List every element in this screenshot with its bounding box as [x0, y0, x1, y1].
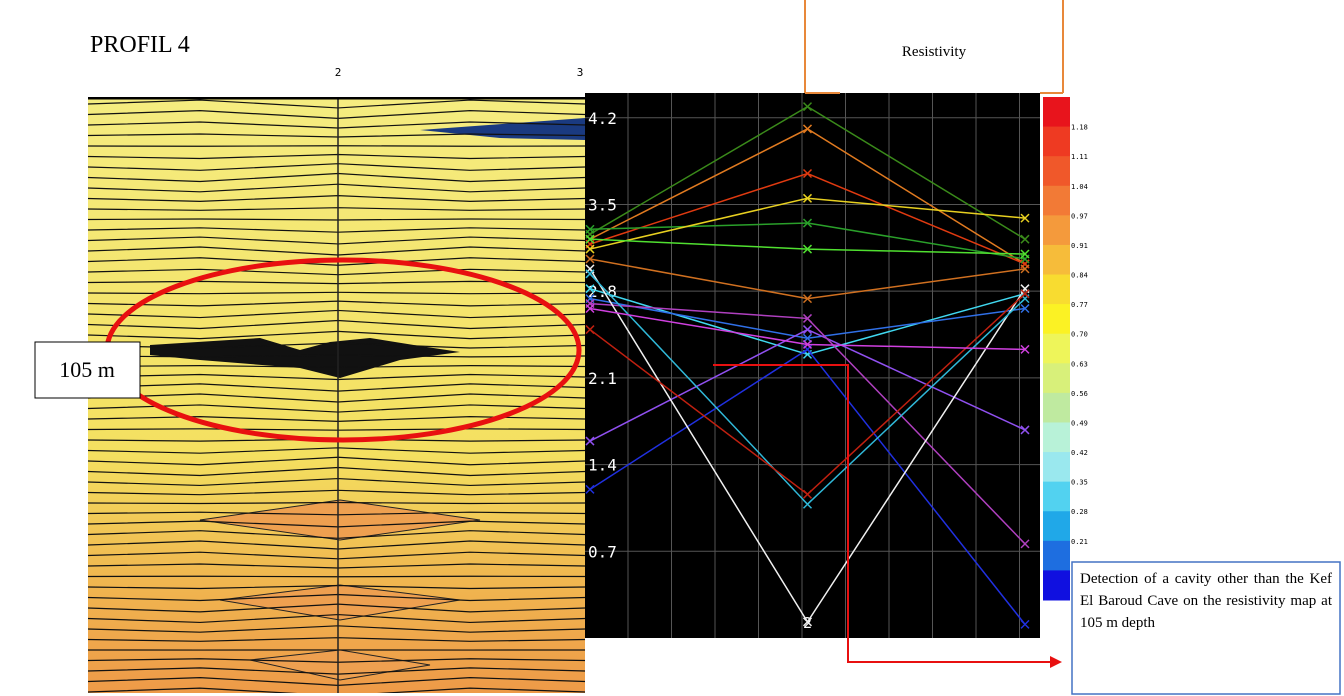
point-marker [802, 193, 813, 203]
colorbar-swatch [1043, 126, 1070, 157]
colorbar-swatch [1043, 333, 1070, 364]
map-contour-line [88, 575, 585, 578]
point-marker [802, 313, 813, 323]
point-marker [585, 224, 595, 234]
depth-box [34, 341, 141, 399]
point-marker [802, 244, 813, 254]
colorbar-swatch [1043, 274, 1070, 305]
colorbar-label: 0.97 [1071, 212, 1088, 220]
point-marker [802, 489, 813, 499]
arrow-head [1050, 656, 1062, 668]
colorbar-swatch [1043, 392, 1070, 423]
colorbar-swatch [1043, 452, 1070, 483]
point-marker [585, 244, 595, 254]
point-marker [802, 102, 813, 112]
point-marker [802, 124, 813, 134]
point-marker [1020, 234, 1030, 244]
colorbar-swatch [1043, 422, 1070, 453]
colorbar-swatch [1043, 304, 1070, 335]
colorbar-label: 0.91 [1071, 242, 1088, 250]
colorbar-label: 0.42 [1071, 449, 1088, 457]
profile-map [88, 97, 585, 693]
colorbar-label: 1.18 [1071, 124, 1088, 132]
colorbar-swatch [1043, 244, 1070, 276]
map-axis-label: 2 [335, 66, 342, 79]
point-marker [1020, 213, 1030, 223]
point-marker [1020, 264, 1030, 274]
point-marker [585, 284, 595, 294]
map-contour-line [88, 145, 585, 147]
colorbar-swatch [1043, 570, 1070, 601]
colorbar-label: 0.35 [1071, 479, 1088, 487]
point-marker [802, 294, 813, 304]
point-marker [1020, 303, 1030, 314]
colorbar-swatch [1043, 97, 1070, 128]
point-marker [802, 339, 813, 349]
colorbar-label: 0.63 [1071, 360, 1088, 368]
point-marker [802, 617, 813, 627]
y-tick-label: 1.4 [588, 456, 617, 475]
colorbar-label: 0.77 [1071, 301, 1088, 309]
point-marker [1020, 619, 1030, 629]
colorbar-swatch [1043, 363, 1070, 394]
arrow [713, 364, 1052, 663]
colorbar-swatch [1043, 156, 1070, 187]
point-marker [585, 269, 595, 279]
y-tick-label: 3.5 [588, 195, 617, 214]
map-contour-line [88, 687, 585, 693]
colorbar-label: 0.49 [1071, 419, 1088, 427]
point-marker [585, 484, 595, 494]
point-marker [1020, 425, 1030, 435]
point-marker [802, 325, 813, 335]
legend-title: Resistivity [902, 44, 967, 60]
colorbar-swatch [1043, 215, 1070, 246]
map-axis-label: 3 [577, 66, 584, 79]
colorbar-label: 1.11 [1071, 153, 1088, 161]
colorbar-swatch [1043, 481, 1070, 512]
colorbar-label: 0.21 [1071, 538, 1088, 546]
colorbar-swatch [1043, 511, 1070, 542]
point-marker [585, 254, 595, 264]
legend-frame [804, 0, 1064, 94]
colorbar-swatch [1043, 540, 1070, 571]
annotation: Detection of a cavity other than the Kef… [1080, 571, 1332, 631]
point-marker [585, 303, 595, 314]
annotation-holder: Detection of a cavity other than the Kef… [1080, 571, 1332, 631]
colorbar-label: 0.28 [1071, 508, 1088, 516]
annotation-box [1071, 561, 1341, 695]
point-marker [585, 325, 595, 335]
anomaly [150, 338, 460, 378]
y-tick-label: 2.1 [588, 369, 617, 388]
depth-label: 105 m [59, 357, 115, 382]
point-marker [802, 168, 813, 179]
colorbar-label: 0.70 [1071, 331, 1088, 339]
point-marker [585, 436, 595, 446]
point-marker [802, 499, 813, 509]
colorbar-label: 0.56 [1071, 390, 1088, 398]
y-tick-label: 0.7 [588, 542, 617, 561]
point-marker [585, 234, 595, 244]
colorbar-label: 0.84 [1071, 272, 1088, 280]
point-marker [1020, 539, 1030, 549]
colorbar-swatch [1043, 185, 1070, 216]
y-tick-label: 4.2 [588, 109, 617, 128]
point-marker [1020, 344, 1030, 354]
point-marker [1020, 249, 1030, 259]
point-marker [802, 218, 813, 228]
point-marker [1020, 289, 1030, 299]
colorbar-label: 1.04 [1071, 183, 1088, 191]
title: PROFIL 4 [90, 32, 190, 58]
